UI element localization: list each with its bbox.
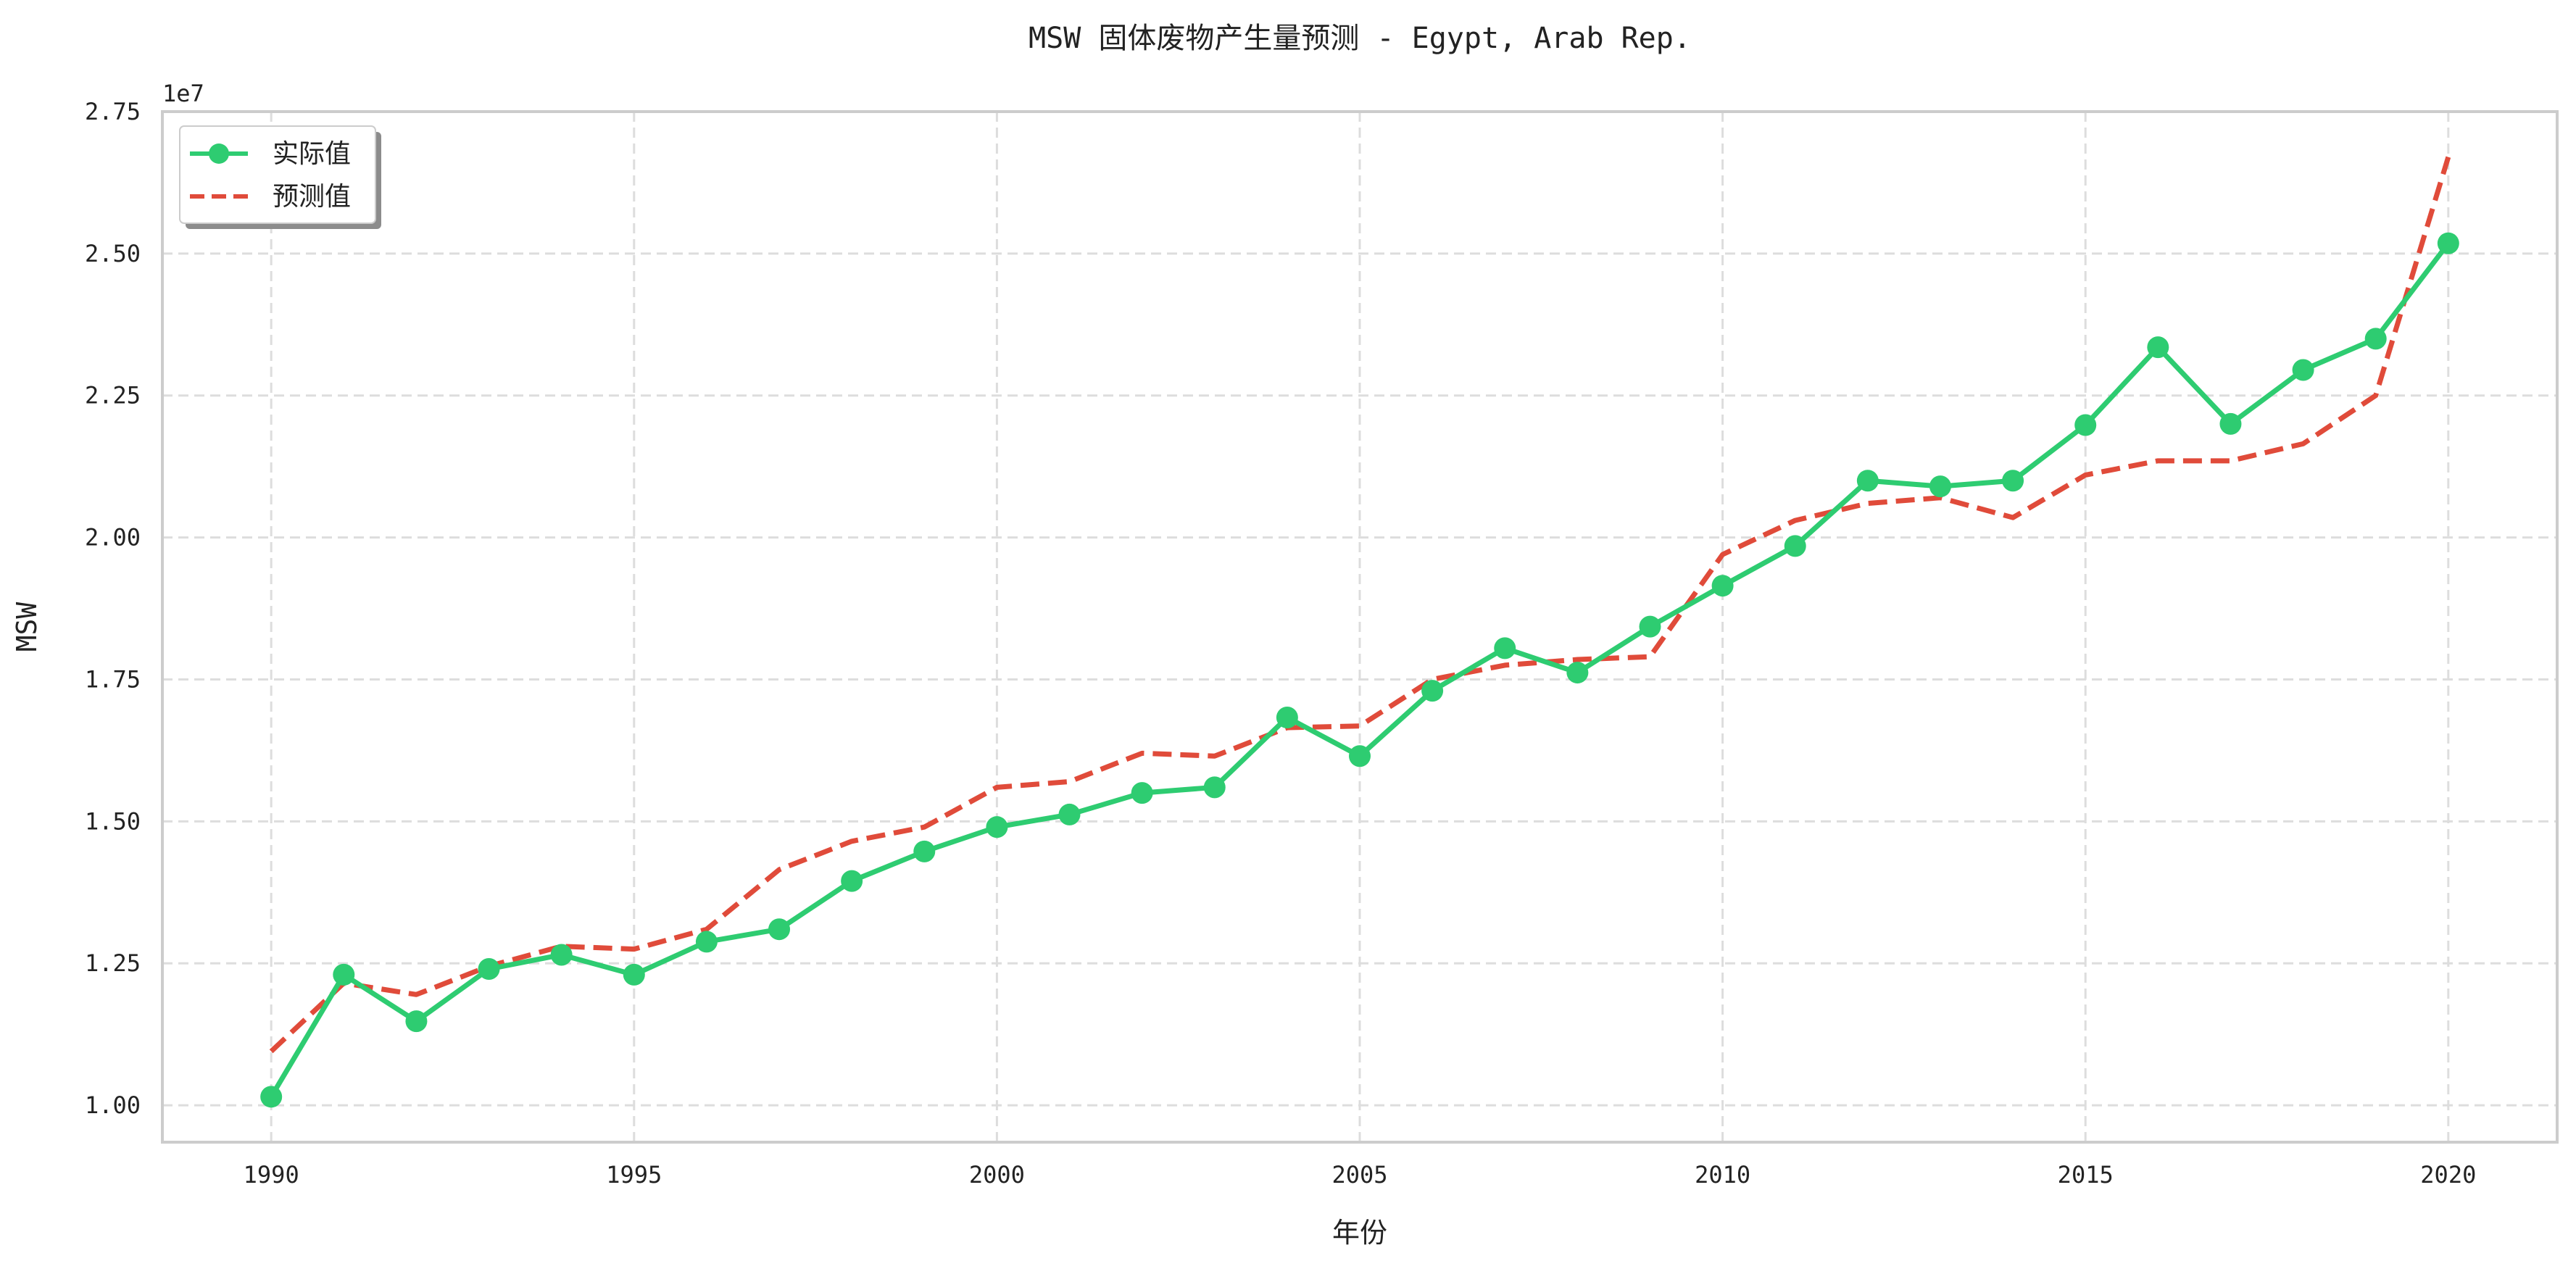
- y-axis-label: MSW: [11, 602, 43, 652]
- data-point-actual: [768, 918, 791, 941]
- x-tick-label: 2010: [1695, 1161, 1750, 1189]
- y-tick-label: 1.75: [85, 665, 141, 693]
- x-tick-label: 1990: [244, 1161, 299, 1189]
- data-point-actual: [1784, 535, 1806, 557]
- data-point-actual: [913, 840, 936, 862]
- data-point-actual: [478, 958, 500, 981]
- data-point-actual: [2437, 232, 2459, 254]
- data-point-actual: [2219, 412, 2242, 435]
- x-tick-label: 1995: [606, 1161, 662, 1189]
- data-point-actual: [1566, 662, 1589, 684]
- data-point-actual: [2147, 336, 2169, 359]
- data-point-actual: [260, 1086, 283, 1108]
- x-tick-label: 2015: [2058, 1161, 2114, 1189]
- data-point-actual: [1639, 615, 1661, 638]
- data-point-actual: [1856, 470, 1879, 492]
- data-point-actual: [2292, 359, 2314, 381]
- data-point-actual: [2074, 414, 2097, 436]
- data-point-actual: [986, 816, 1008, 839]
- data-point-actual: [1494, 637, 1516, 660]
- legend-label-actual: 实际值: [273, 139, 351, 169]
- legend-label-predicted: 预测值: [273, 182, 351, 212]
- y-tick-label: 2.75: [85, 98, 141, 125]
- y-tick-label: 1.50: [85, 807, 141, 835]
- x-tick-label: 2000: [969, 1161, 1025, 1189]
- data-point-actual: [695, 931, 718, 953]
- data-point-actual: [1711, 575, 1734, 597]
- data-point-actual: [405, 1010, 428, 1033]
- y-tick-label: 2.25: [85, 382, 141, 409]
- legend-box: [179, 125, 376, 224]
- x-tick-label: 2020: [2420, 1161, 2476, 1189]
- data-point-actual: [550, 944, 573, 966]
- x-axis-label: 年份: [1332, 1217, 1387, 1249]
- data-point-actual: [2002, 470, 2024, 492]
- data-point-actual: [1349, 745, 1371, 767]
- data-point-actual: [333, 963, 355, 986]
- data-point-actual: [1203, 776, 1226, 799]
- data-point-actual: [1131, 782, 1153, 804]
- data-point-actual: [841, 870, 863, 892]
- plot-frame: [161, 110, 2559, 1144]
- legend-marker-actual: [209, 143, 229, 164]
- x-tick-label: 2005: [1331, 1161, 1387, 1189]
- tick-labels: 1990 1995 2000 2005 2010 2015 2020 1.00 1.25 1.50…: [85, 98, 2476, 1189]
- chart-title: MSW 固体废物产生量预测 - Egypt, Arab Rep.: [1029, 22, 1691, 55]
- data-point-actual: [1929, 475, 1951, 498]
- data-point-actual: [1421, 680, 1444, 702]
- series-line-predicted: [269, 156, 2451, 1054]
- data-point-actual: [1276, 706, 1298, 728]
- y-tick-label: 1.25: [85, 949, 141, 977]
- y-tick-label: 1.00: [85, 1091, 141, 1119]
- y-offset-label: 1e7: [162, 80, 204, 107]
- y-tick-label: 2.00: [85, 524, 141, 552]
- data-point-actual: [2364, 328, 2387, 350]
- data-point-actual: [1058, 803, 1081, 825]
- series-layer: [260, 156, 2459, 1108]
- data-point-actual: [623, 963, 645, 986]
- legend: 实际值 预测值: [179, 125, 381, 229]
- y-tick-label: 2.50: [85, 240, 141, 267]
